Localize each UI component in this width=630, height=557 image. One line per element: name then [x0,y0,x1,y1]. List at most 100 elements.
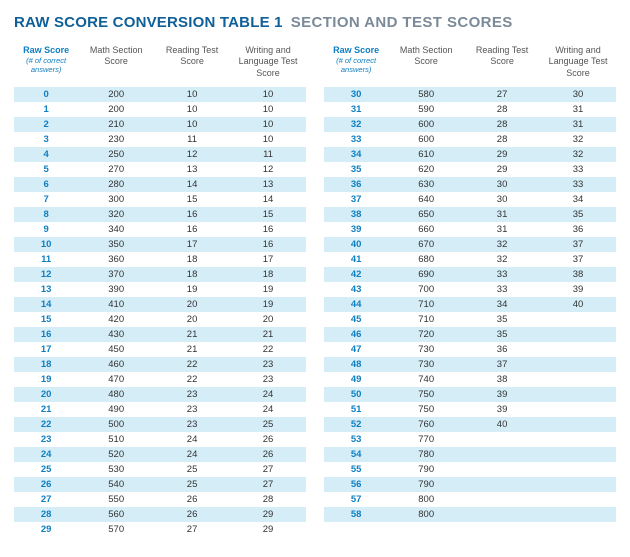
cell-math: 570 [78,522,154,537]
cell-reading: 28 [464,117,540,132]
cell-raw: 53 [324,432,388,447]
cell-math: 250 [78,147,154,162]
cell-reading: 12 [154,147,230,162]
cell-writing [540,462,616,477]
table-row: 214902324 [14,402,306,417]
cell-writing [540,357,616,372]
table-row: 295702729 [14,522,306,537]
cell-writing: 18 [230,267,306,282]
cell-raw: 26 [14,477,78,492]
right-table: Raw Score (# of correct answers) Math Se… [324,41,616,522]
cell-raw: 1 [14,102,78,117]
cell-writing: 10 [230,117,306,132]
cell-math: 520 [78,447,154,462]
table-row: 123701818 [14,267,306,282]
cell-math: 730 [388,342,464,357]
table-row: 54780 [324,447,616,462]
cell-math: 410 [78,297,154,312]
cell-reading: 39 [464,387,540,402]
table-row: 42501211 [14,147,306,162]
cell-raw: 11 [14,252,78,267]
cell-writing [540,432,616,447]
cell-reading: 18 [154,252,230,267]
cell-reading [464,462,540,477]
cell-writing: 26 [230,432,306,447]
cell-math: 500 [78,417,154,432]
cell-math: 590 [388,102,464,117]
cell-math: 530 [78,462,154,477]
cell-math: 660 [388,222,464,237]
cell-reading: 25 [154,462,230,477]
cell-math: 550 [78,492,154,507]
table-row: 245202426 [14,447,306,462]
right-table-head: Raw Score (# of correct answers) Math Se… [324,41,616,87]
cell-math: 230 [78,132,154,147]
cell-writing: 25 [230,417,306,432]
cell-writing: 12 [230,162,306,177]
header-raw-sub: (# of correct answers) [326,57,386,74]
cell-math: 390 [78,282,154,297]
cell-raw: 14 [14,297,78,312]
cell-reading: 23 [154,387,230,402]
cell-math: 800 [388,507,464,522]
table-row: 356202933 [324,162,616,177]
cell-raw: 38 [324,207,388,222]
cell-writing: 26 [230,447,306,462]
cell-reading: 31 [464,207,540,222]
cell-reading: 37 [464,357,540,372]
cell-reading: 24 [154,447,230,462]
table-row: 194702223 [14,372,306,387]
header-raw-label: Raw Score [23,45,69,55]
cell-raw: 36 [324,177,388,192]
cell-math: 280 [78,177,154,192]
cell-writing: 34 [540,192,616,207]
cell-writing [540,507,616,522]
table-row: 235102426 [14,432,306,447]
cell-reading: 32 [464,252,540,267]
table-row: 02001010 [14,87,306,102]
table-row: 4571035 [324,312,616,327]
cell-raw: 16 [14,327,78,342]
cell-raw: 12 [14,267,78,282]
table-row: 225002325 [14,417,306,432]
cell-raw: 18 [14,357,78,372]
table-row: 22101010 [14,117,306,132]
cell-raw: 39 [324,222,388,237]
cell-writing [540,372,616,387]
cell-math: 800 [388,492,464,507]
cell-math: 650 [388,207,464,222]
cell-writing [540,492,616,507]
table-row: 396603136 [324,222,616,237]
cell-reading: 28 [464,102,540,117]
table-row: 255302527 [14,462,306,477]
cell-writing: 21 [230,327,306,342]
cell-raw: 58 [324,507,388,522]
cell-raw: 0 [14,87,78,102]
cell-raw: 7 [14,192,78,207]
cell-math: 730 [388,357,464,372]
cell-math: 720 [388,327,464,342]
cell-raw: 47 [324,342,388,357]
cell-writing [540,342,616,357]
cell-reading: 20 [154,312,230,327]
table-row: 164302121 [14,327,306,342]
cell-math: 630 [388,177,464,192]
cell-math: 210 [78,117,154,132]
cell-raw: 56 [324,477,388,492]
cell-writing: 35 [540,207,616,222]
table-row: 275502628 [14,492,306,507]
cell-reading [464,432,540,447]
table-row: 5276040 [324,417,616,432]
cell-raw: 29 [14,522,78,537]
cell-math: 780 [388,447,464,462]
cell-reading: 33 [464,282,540,297]
cell-math: 490 [78,402,154,417]
table-row: 406703237 [324,237,616,252]
header-raw-label: Raw Score [333,45,379,55]
cell-reading: 39 [464,402,540,417]
cell-reading [464,447,540,462]
cell-math: 510 [78,432,154,447]
cell-raw: 27 [14,492,78,507]
table-row: 305802730 [324,87,616,102]
cell-math: 640 [388,192,464,207]
